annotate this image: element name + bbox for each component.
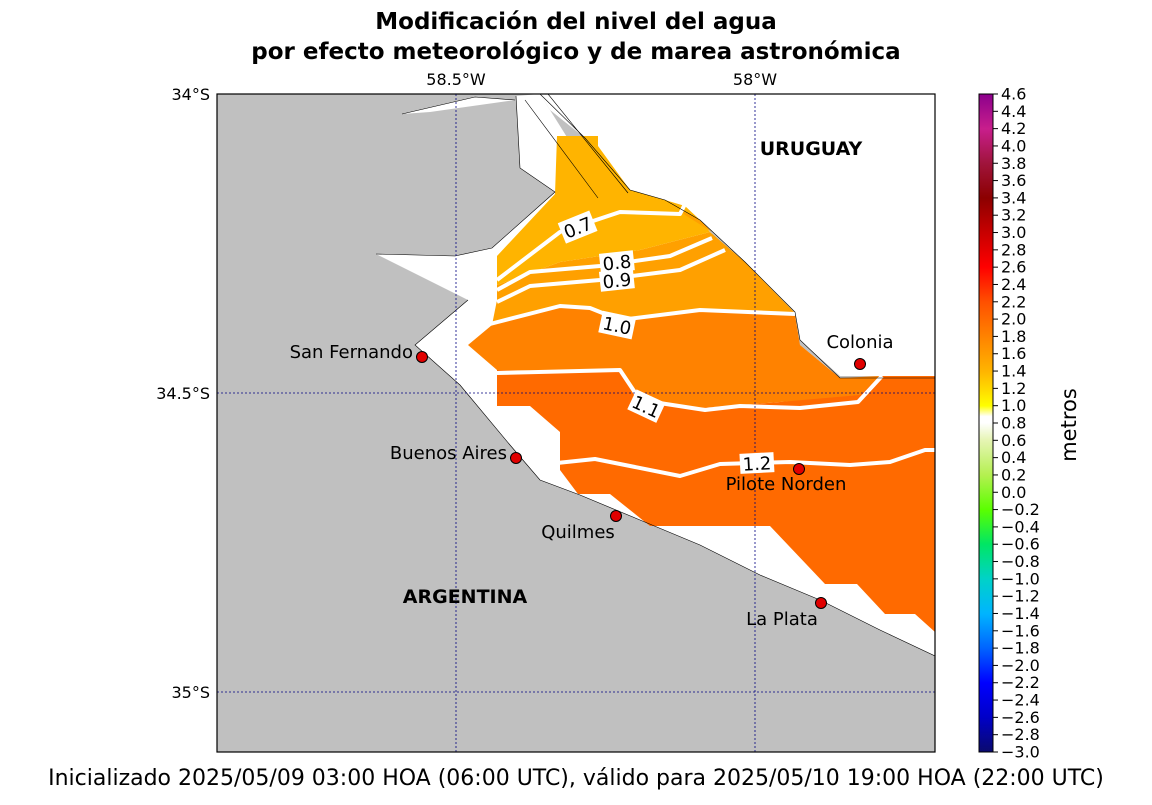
validity-footer: Inicializado 2025/05/09 03:00 HOA (06:00… (48, 766, 1104, 791)
city-label-colonia: Colonia (826, 332, 893, 353)
delta-island (401, 96, 516, 115)
city-marker-pilote-norden (793, 463, 805, 475)
colorbar-tick-label: −1.2 (1001, 587, 1040, 606)
country-label-argentina: ARGENTINA (403, 586, 528, 608)
city-label-pilote-norden: Pilote Norden (726, 474, 847, 495)
contour-line-1-1 (496, 368, 884, 412)
tigre-delta-water (402, 97, 515, 114)
colorbar-tick-label: −2.4 (1001, 691, 1040, 710)
colorbar-tick-label: −0.4 (1001, 517, 1040, 536)
colorbar-tick-label: −2.0 (1001, 656, 1040, 675)
band-1-2-1-4 (497, 370, 935, 632)
uruguay-coastline (539, 94, 935, 379)
city-marker-la-plata (815, 597, 827, 609)
colorbar-tick-label: −0.6 (1001, 535, 1040, 554)
colorbar-tick-label: 1.0 (1001, 396, 1026, 415)
lat-label-34s: 34°S (171, 85, 210, 104)
colorbar-tick-label: 4.0 (1001, 136, 1026, 155)
lon-label-58-5w: 58.5°W (426, 70, 486, 89)
colorbar-tick-label: 3.8 (1001, 154, 1026, 173)
argentina-coastline (375, 95, 935, 657)
colorbar-tick-label: 1.6 (1001, 344, 1026, 363)
colorbar-tick-label: 2.6 (1001, 258, 1026, 277)
band-0-8-corner (680, 210, 712, 232)
city-label-la-plata: La Plata (746, 609, 818, 630)
colorbar-tick-label: −0.8 (1001, 552, 1040, 571)
colorbar-tick-label: 3.4 (1001, 188, 1026, 207)
colorbar-tick-label: 4.2 (1001, 119, 1026, 138)
colorbar-tick-label: −1.4 (1001, 604, 1040, 623)
contour-line-1-2 (556, 448, 935, 478)
colorbar-tick-label: −2.6 (1001, 708, 1040, 727)
colorbar-tick-label: 4.6 (1001, 85, 1026, 104)
colorbar-tick-label: −3.0 (1001, 743, 1040, 762)
band-1-0-1-2 (468, 305, 880, 408)
contour-line-0-8 (496, 236, 713, 292)
colorbar-tick-label: −1.6 (1001, 621, 1040, 640)
country-label-uruguay: URUGUAY (760, 138, 863, 160)
colorbar-tick-label: 3.0 (1001, 223, 1026, 242)
colorbar-tick-label: −1.0 (1001, 569, 1040, 588)
lon-label-58w: 58°W (733, 70, 777, 89)
uruguay-border (524, 94, 629, 199)
colorbar-tick-label: −2.8 (1001, 725, 1040, 744)
colorbar-ticks: 4.64.44.24.03.83.63.43.23.02.82.62.42.22… (993, 85, 1040, 762)
band-0-6-0-8 (497, 136, 710, 285)
contour-label-0-9: 0.9 (602, 270, 633, 294)
river-water (540, 94, 935, 376)
colorbar-label: metros (1057, 388, 1081, 462)
colorbar-tick-label: −2.2 (1001, 673, 1040, 692)
map-area: 0.7 0.8 0.9 1.0 1.1 1.2 (217, 94, 935, 752)
colorbar-tick-label: 0.2 (1001, 465, 1026, 484)
colorbar-tick-label: 4.4 (1001, 102, 1026, 121)
colorbar-tick-label: 0.8 (1001, 414, 1026, 433)
map-title-line-2: por efecto meteorológico y de marea astr… (251, 39, 901, 65)
city-label-quilmes: Quilmes (541, 522, 615, 543)
map-title-line-1: Modificación del nivel del agua (375, 9, 777, 35)
colorbar-tick-label: 0.0 (1001, 483, 1026, 502)
colorbar-tick-label: 2.0 (1001, 310, 1026, 329)
contour-label-1-2: 1.2 (742, 453, 772, 475)
colorbar-tick-label: −1.8 (1001, 639, 1040, 658)
city-label-buenos-aires: Buenos Aires (390, 443, 507, 464)
city-marker-colonia (854, 358, 866, 370)
colorbar-tick-label: 2.4 (1001, 275, 1026, 294)
colorbar-tick-label: 0.6 (1001, 431, 1026, 450)
map-frame (216, 93, 936, 753)
lat-label-35s: 35°S (171, 683, 210, 702)
colorbar-tick-label: 0.4 (1001, 448, 1026, 467)
colorbar-tick-label: 2.2 (1001, 292, 1026, 311)
city-marker-san-fernando (416, 351, 428, 363)
city-label-san-fernando: San Fernando (290, 342, 413, 363)
colorbar-tick-label: 3.2 (1001, 206, 1026, 225)
colorbar-tick-label: 1.4 (1001, 362, 1026, 381)
colorbar-tick-label: 3.6 (1001, 171, 1026, 190)
colorbar-tick-label: −0.2 (1001, 500, 1040, 519)
colorbar-tick-label: 2.8 (1001, 240, 1026, 259)
colorbar-tick-label: 1.8 (1001, 327, 1026, 346)
band-0-8-1-0 (492, 232, 795, 325)
colorbar-tick-label: 1.2 (1001, 379, 1026, 398)
colorbar (978, 93, 994, 753)
lat-label-34-5s: 34.5°S (156, 384, 210, 403)
city-marker-buenos-aires (510, 452, 522, 464)
city-marker-quilmes (610, 510, 622, 522)
